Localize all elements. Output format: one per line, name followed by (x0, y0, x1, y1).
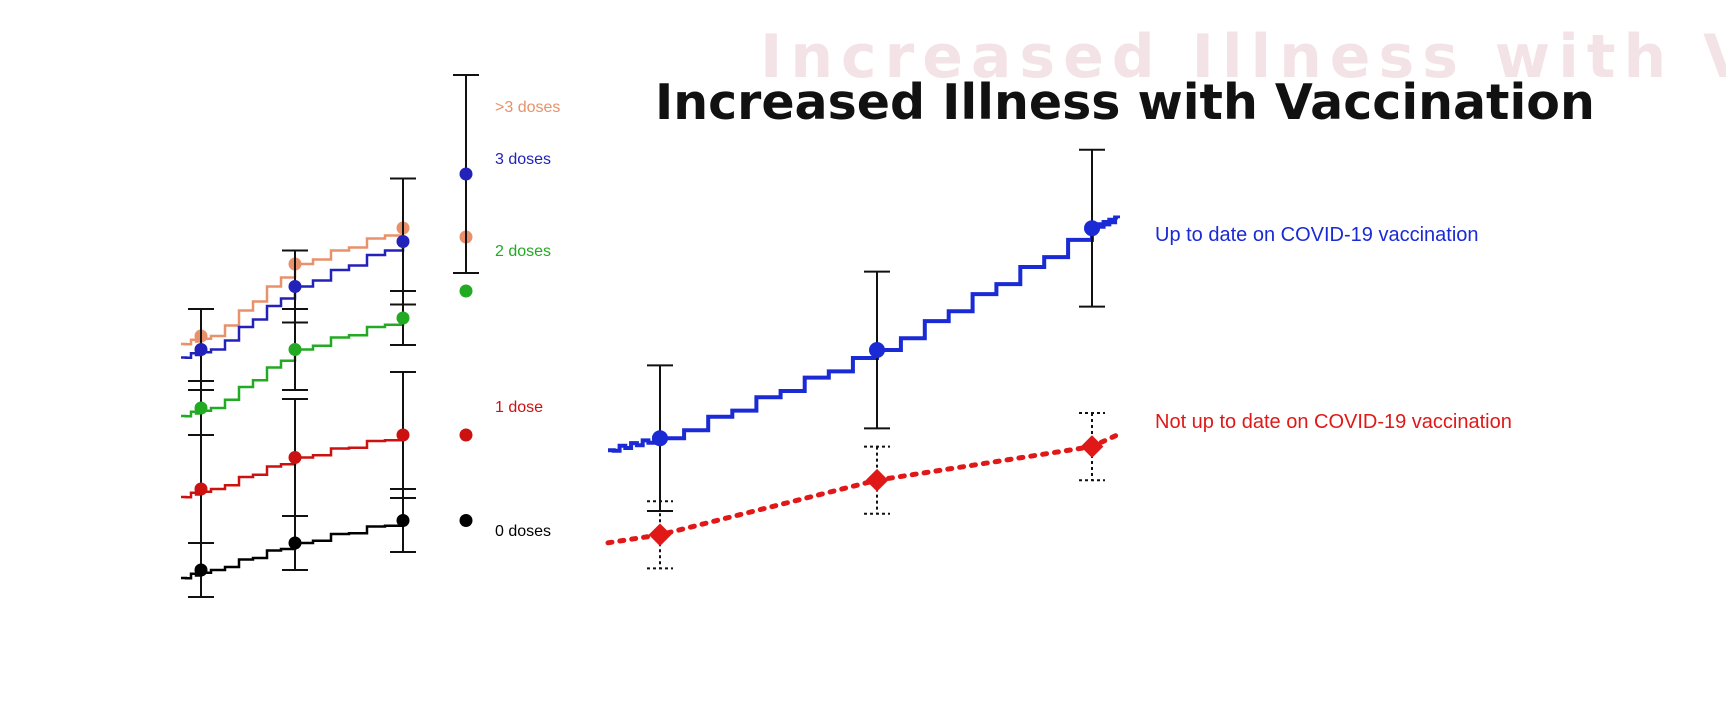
series-line (608, 215, 1120, 453)
right-chart-panel: Up to date on COVID-19 vaccination Not up… (605, 148, 1512, 570)
legend-label: 2 doses (495, 243, 551, 260)
data-point (194, 401, 208, 415)
data-point (459, 514, 473, 527)
series-line (181, 318, 405, 418)
data-point (459, 167, 473, 181)
data-point (194, 343, 208, 356)
series-line (181, 228, 405, 346)
legend-label: 3 doses (495, 151, 551, 168)
data-point (396, 311, 410, 325)
series-0: >3 doses (181, 99, 560, 346)
data-point (396, 514, 410, 527)
legend-label: 1 dose (495, 399, 543, 416)
data-point (1084, 220, 1100, 237)
series-1: 3 doses (181, 74, 551, 391)
data-point (194, 563, 208, 577)
data-point (288, 343, 302, 356)
series-line (605, 432, 1121, 546)
series-4: 0 doses (181, 488, 551, 598)
right-series-1: Not up to date on COVID-19 vaccination (605, 411, 1512, 570)
data-point (396, 235, 410, 248)
legend-label: >3 doses (495, 99, 560, 116)
data-point (869, 342, 885, 358)
right-series-0: Up to date on COVID-19 vaccination (608, 148, 1479, 512)
data-point (288, 451, 302, 464)
data-point (652, 430, 668, 447)
data-point (288, 536, 302, 550)
figure-title: Increased Illness with Vaccination (655, 74, 1595, 131)
series-line (181, 520, 405, 580)
data-point (865, 468, 889, 492)
data-point (1080, 435, 1104, 458)
legend-label: 0 doses (495, 523, 551, 540)
data-point (288, 280, 302, 293)
data-point (396, 428, 410, 442)
series-3: 1 dose (181, 371, 543, 544)
data-point (459, 428, 473, 442)
data-point (194, 482, 208, 496)
data-point (648, 523, 672, 547)
left-chart-panel: >3 doses 3 doses 2 doses 1 dose 0 doses (181, 74, 560, 598)
series-line (181, 241, 405, 359)
series-2: 2 doses (181, 243, 551, 436)
series-line (181, 435, 405, 499)
legend-label: Up to date on COVID-19 vaccination (1155, 224, 1479, 246)
title-watermark: Increased Illness with Vaccination (760, 22, 1726, 92)
data-point (459, 284, 473, 298)
legend-label: Not up to date on COVID-19 vaccination (1155, 411, 1512, 433)
